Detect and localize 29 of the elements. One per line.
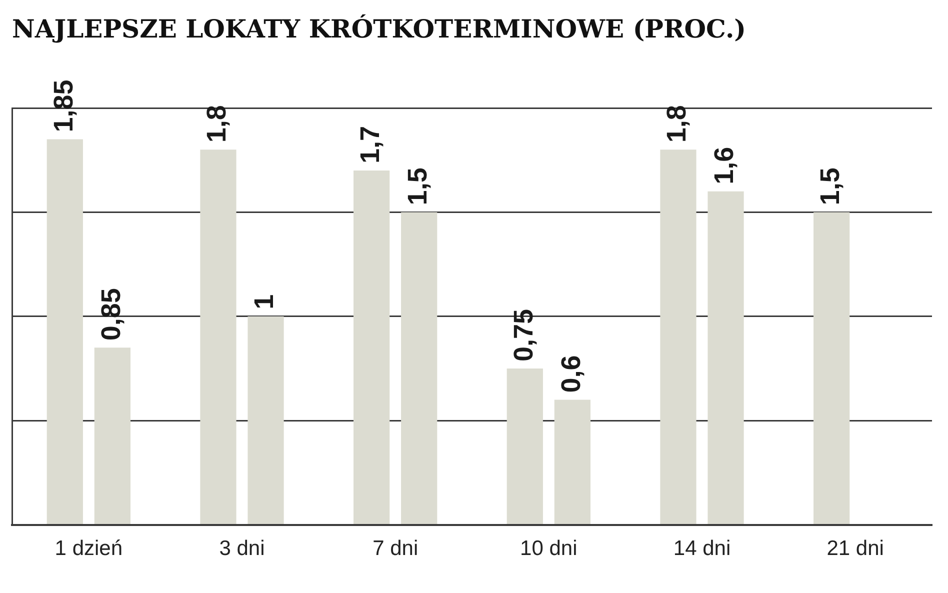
data-label: 1,85: [48, 80, 78, 132]
bar: [94, 348, 130, 524]
data-label: 0,75: [508, 308, 538, 362]
x-tick-label: 10 dni: [520, 537, 578, 560]
x-tick-label: 1 dzień: [54, 537, 123, 560]
data-label: 1,7: [355, 126, 386, 164]
bar: [660, 150, 696, 524]
data-label: 1,5: [815, 168, 846, 206]
data-label: 1: [249, 294, 280, 310]
bar: [814, 212, 850, 524]
bar: [46, 139, 83, 524]
bar: [708, 191, 744, 524]
x-tick-label: 21 dni: [826, 537, 884, 560]
data-label: 0,85: [96, 288, 126, 341]
data-label: 1,5: [402, 168, 433, 206]
bar: [506, 368, 543, 524]
bar: [248, 316, 284, 524]
x-tick-label: 14 dni: [673, 537, 731, 560]
bar: [401, 212, 438, 524]
data-label: 1,8: [202, 105, 232, 143]
bar: [200, 150, 236, 524]
data-label: 1,6: [709, 146, 740, 184]
bar: [354, 170, 390, 524]
data-label: 1,8: [662, 105, 692, 143]
x-tick-label: 3 dni: [219, 537, 265, 560]
data-label: 0,6: [556, 355, 586, 393]
chart-title: NAJLEPSZE LOKATY KRÓTKOTERMINOWE (PROC.): [12, 14, 746, 44]
bar: [554, 400, 590, 524]
x-tick-label: 7 dni: [372, 537, 418, 560]
